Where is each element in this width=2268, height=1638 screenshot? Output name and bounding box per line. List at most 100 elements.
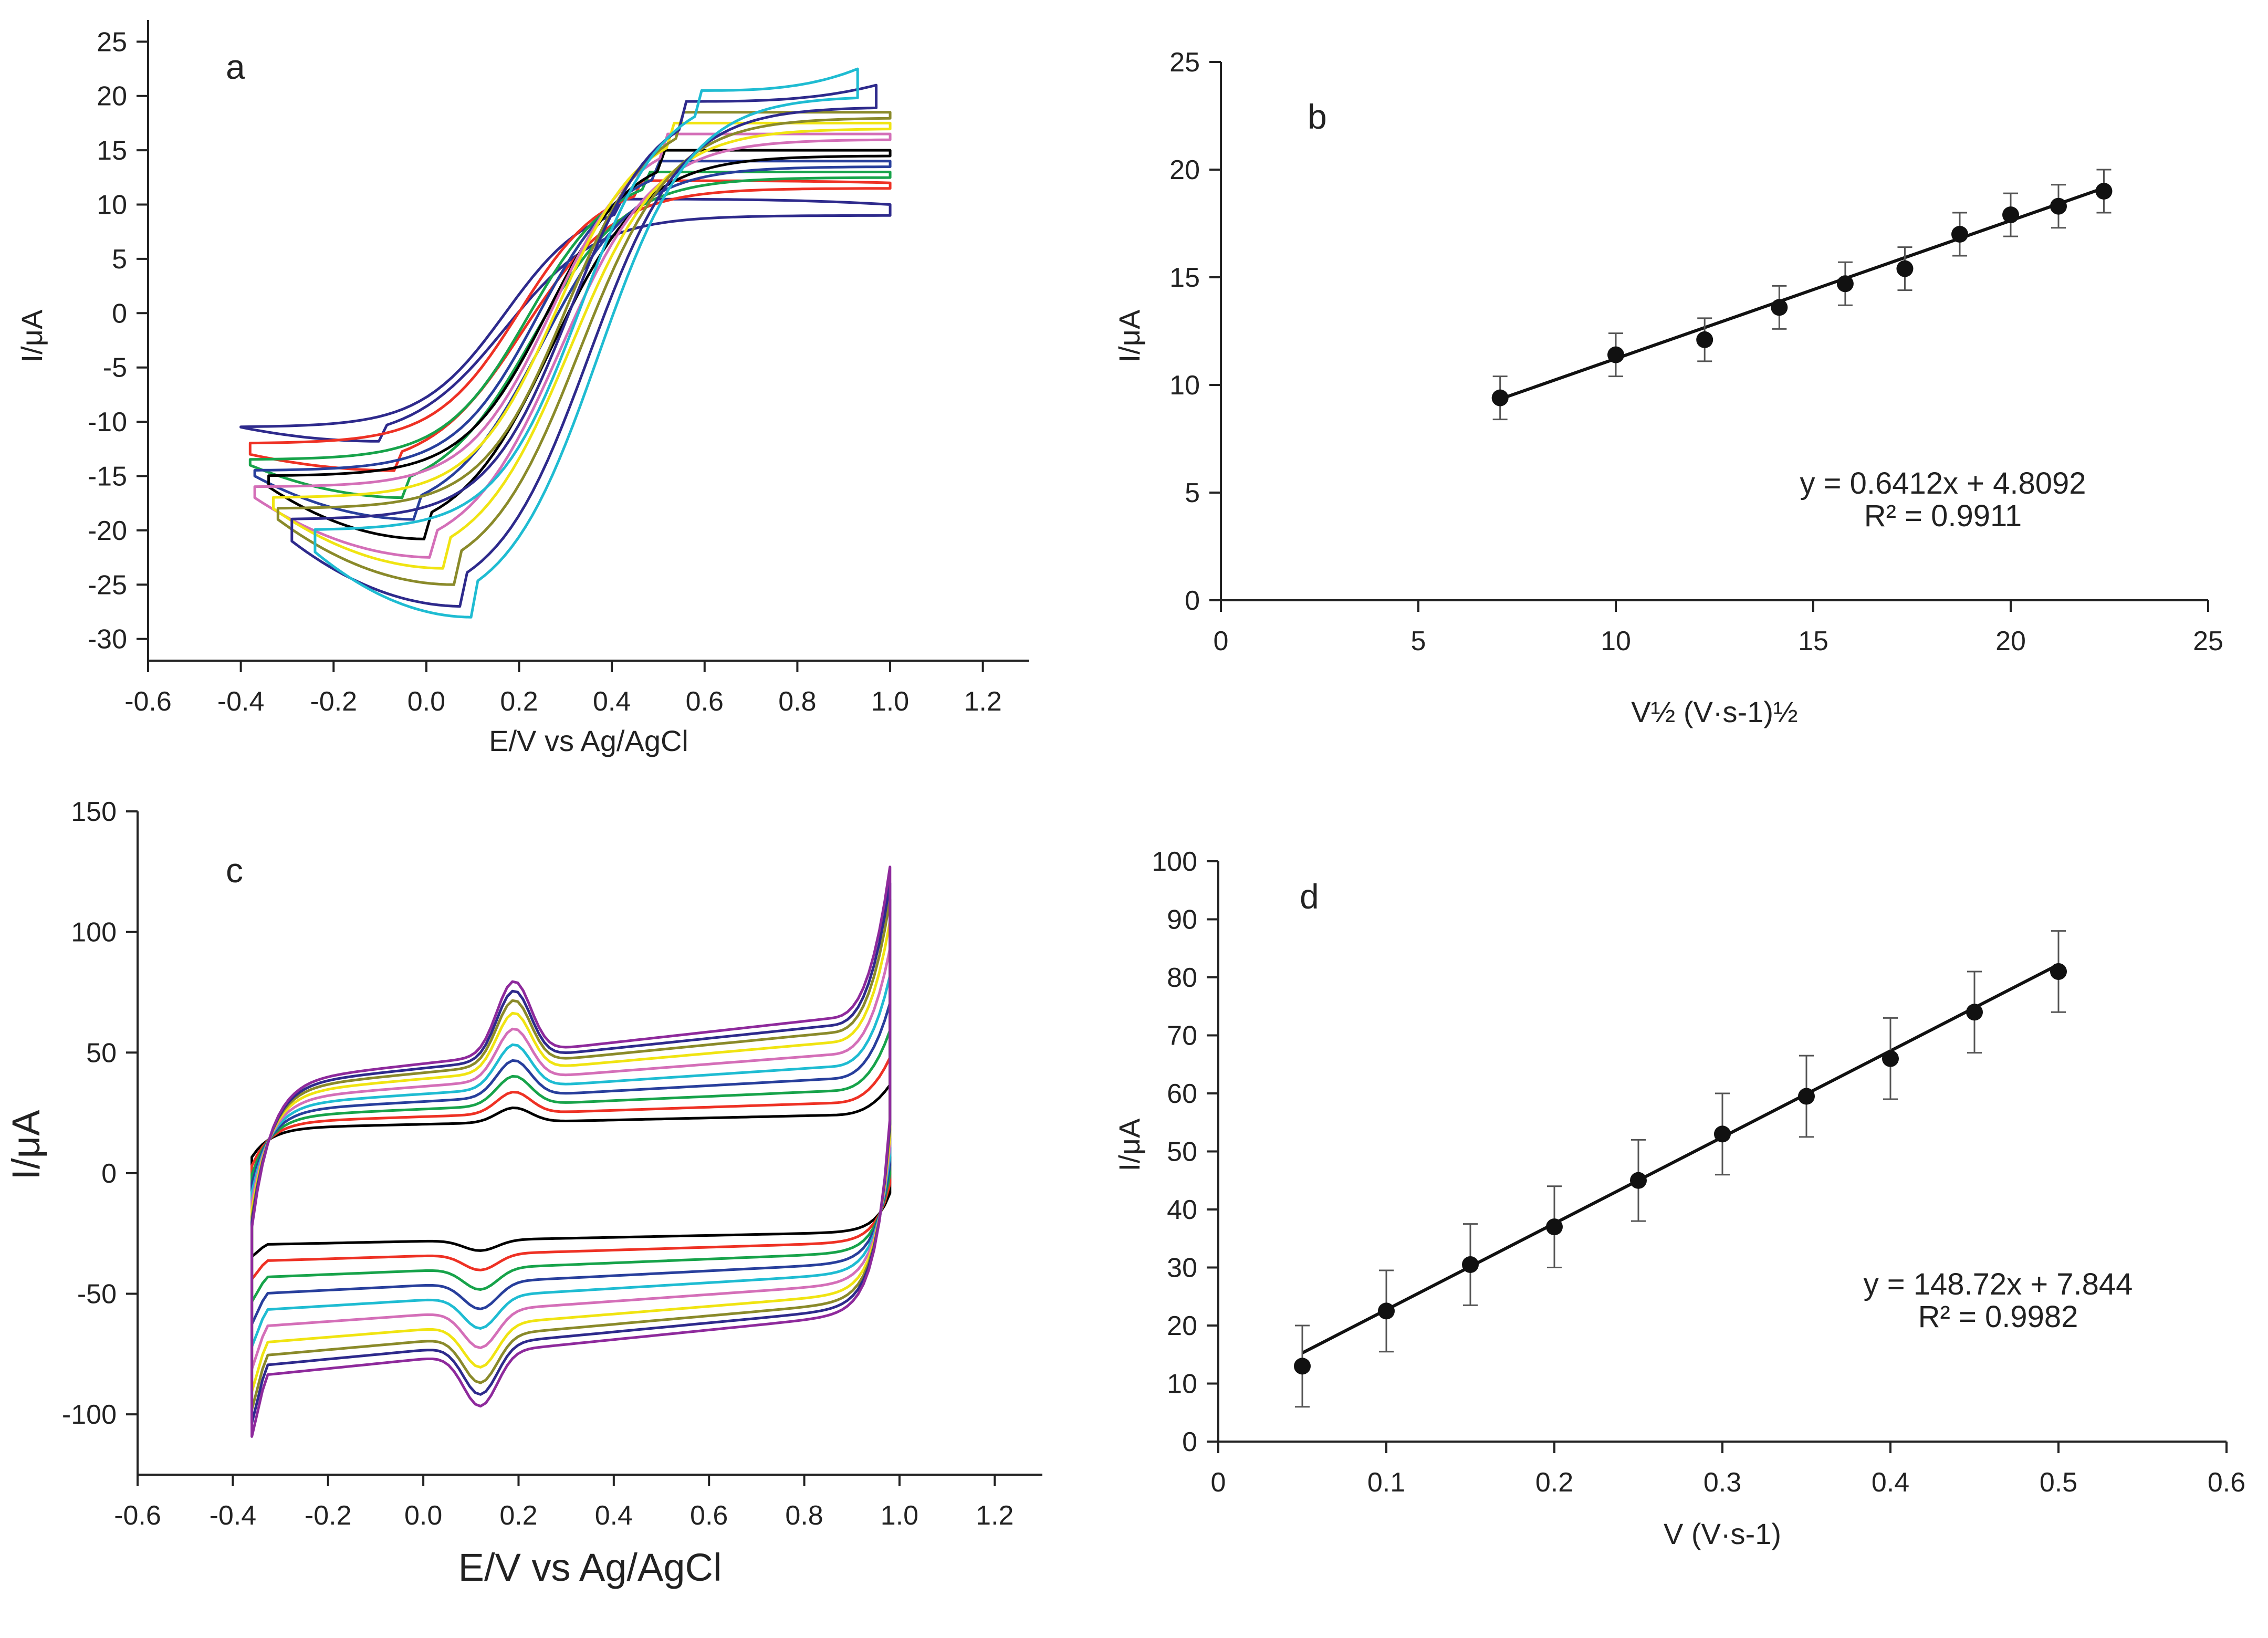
data-point — [1294, 1358, 1311, 1375]
data-point — [1378, 1302, 1395, 1320]
x-tick-label: 0.4 — [1872, 1467, 1909, 1498]
cv-curve-3 — [253, 160, 892, 521]
cv-curve-8 — [290, 84, 878, 608]
y-tick-label: 15 — [1169, 263, 1200, 293]
cv-curve-0 — [250, 1083, 892, 1258]
data-point — [1630, 1172, 1647, 1189]
y-tick-label: 5 — [112, 244, 127, 275]
y-tick-label: 70 — [1167, 1021, 1197, 1051]
cv-curve-7 — [276, 111, 892, 586]
data-point — [1696, 331, 1713, 348]
x-tick-label: 0.5 — [2040, 1467, 2077, 1498]
data-point — [1798, 1088, 1815, 1105]
x-tick-label: -0.2 — [310, 686, 357, 717]
x-tick-label: -0.6 — [114, 1500, 161, 1531]
y-tick-label: 100 — [1152, 847, 1197, 877]
y-tick-label: 5 — [1185, 478, 1200, 508]
y-tick-label: 25 — [97, 27, 127, 57]
data-point — [1714, 1125, 1731, 1143]
y-tick-label: -10 — [88, 407, 127, 437]
fit-equation: y = 0.6412x + 4.8092 — [1800, 466, 2086, 500]
fit-equation: y = 148.72x + 7.844 — [1864, 1267, 2133, 1301]
data-point — [2002, 206, 2019, 224]
data-point — [1966, 1004, 1983, 1021]
y-axis-title: I/μA — [1113, 309, 1146, 362]
x-tick-label: 0.6 — [2208, 1467, 2245, 1498]
y-tick-label: 80 — [1167, 963, 1197, 993]
data-point — [1491, 389, 1509, 406]
fit-line — [1499, 186, 2105, 401]
x-tick-label: 0.6 — [690, 1500, 728, 1531]
y-axis-title: I/μA — [15, 309, 48, 362]
y-tick-label: -15 — [88, 461, 127, 492]
y-tick-label: 150 — [71, 797, 117, 827]
data-point — [2050, 197, 2067, 215]
x-tick-label: 0 — [1211, 1467, 1226, 1498]
x-tick-label: 0.3 — [1703, 1467, 1741, 1498]
panel-label: d — [1300, 877, 1319, 916]
fit-line — [1301, 963, 2060, 1354]
y-tick-label: 0 — [1185, 586, 1200, 616]
y-tick-label: -30 — [88, 624, 127, 655]
y-tick-label: 10 — [1167, 1369, 1197, 1400]
x-tick-label: 1.0 — [881, 1500, 918, 1531]
y-tick-label: 25 — [1169, 47, 1200, 78]
x-tick-label: 0.8 — [778, 686, 816, 717]
y-tick-label: 15 — [97, 135, 127, 166]
y-tick-label: 20 — [97, 81, 127, 112]
y-tick-label: 30 — [1167, 1253, 1197, 1284]
x-tick-label: 1.2 — [976, 1500, 1013, 1531]
x-tick-label: 0.1 — [1367, 1467, 1405, 1498]
x-tick-label: 0 — [1214, 626, 1229, 656]
cv-curve-4 — [267, 149, 892, 540]
data-point — [1896, 260, 1914, 277]
x-tick-label: 1.0 — [871, 686, 909, 717]
panel-label: a — [226, 47, 245, 86]
cv-curve-5 — [250, 947, 892, 1371]
x-tick-label: 0.0 — [404, 1500, 442, 1531]
cv-curve-9 — [250, 865, 892, 1438]
y-tick-label: 60 — [1167, 1079, 1197, 1109]
y-tick-label: 50 — [86, 1038, 117, 1068]
cv-curve-2 — [250, 1029, 892, 1303]
x-tick-label: 10 — [1601, 626, 1631, 656]
data-point — [1882, 1050, 1899, 1067]
x-axis-title: E/V vs Ag/AgCl — [458, 1546, 722, 1589]
x-tick-label: 20 — [1995, 626, 2026, 656]
panel-b: 0 5 10 15 20 25 0 5 10 15 20 25 V½ (V·s-1)½ I/μA b y = … — [1113, 47, 2223, 728]
y-tick-label: 50 — [1167, 1137, 1197, 1167]
cv-curve-5 — [253, 132, 892, 559]
y-tick-label: 40 — [1167, 1195, 1197, 1225]
y-tick-label: 0 — [112, 298, 127, 329]
cv-curve-9 — [313, 67, 859, 619]
panel-label: c — [226, 851, 243, 890]
x-axis-title: E/V vs Ag/AgCl — [489, 724, 688, 757]
y-tick-label: -5 — [103, 353, 127, 383]
data-point — [1607, 346, 1624, 363]
data-point — [1951, 226, 1968, 243]
y-tick-label: 20 — [1167, 1311, 1197, 1341]
x-tick-label: -0.2 — [305, 1500, 352, 1531]
y-tick-label: 10 — [97, 190, 127, 221]
y-tick-label: -25 — [88, 570, 127, 600]
y-tick-label: 20 — [1169, 155, 1200, 185]
y-tick-label: -50 — [77, 1279, 117, 1310]
cv-curve-2 — [248, 171, 892, 499]
x-tick-label: 25 — [2193, 626, 2223, 656]
y-tick-label: 0 — [101, 1159, 117, 1189]
x-tick-label: 0.4 — [595, 1500, 633, 1531]
y-tick-label: 90 — [1167, 905, 1197, 935]
x-tick-label: 0.2 — [1535, 1467, 1573, 1498]
panel-label: b — [1308, 97, 1327, 136]
data-point — [2050, 963, 2067, 980]
fit-r-squared: R² = 0.9982 — [1918, 1300, 2078, 1334]
x-tick-label: 5 — [1411, 626, 1426, 656]
data-point — [2095, 183, 2113, 200]
x-tick-label: 0.2 — [500, 686, 538, 717]
data-point — [1546, 1218, 1563, 1236]
x-tick-label: 0.0 — [407, 686, 445, 717]
data-point — [1462, 1256, 1479, 1273]
x-axis-title: V (V·s-1) — [1664, 1517, 1781, 1550]
x-tick-label: 1.2 — [964, 686, 1002, 717]
